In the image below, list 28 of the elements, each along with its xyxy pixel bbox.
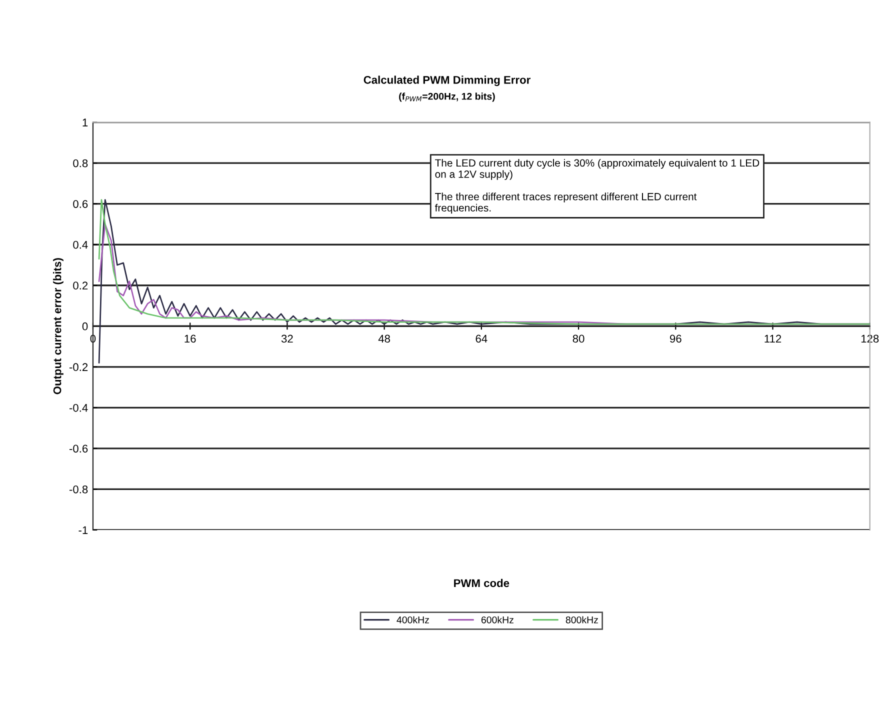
x-tick-label: 128 — [861, 334, 879, 343]
x-axis-title: PWM code — [454, 578, 510, 588]
x-tick-label: 48 — [378, 334, 390, 343]
y-tick-label: 0.2 — [73, 282, 88, 290]
y-tick-label: 1 — [82, 118, 88, 126]
y-tick-label: 0.4 — [73, 240, 88, 249]
y-tick-label: -0.4 — [69, 404, 88, 412]
legend-label: 600kHz — [481, 616, 514, 624]
y-tick-label: 0 — [82, 322, 88, 330]
legend-label: 400kHz — [396, 616, 429, 624]
y-tick-label: -0.6 — [69, 444, 88, 453]
x-tick-label: 112 — [764, 334, 782, 343]
chart-subtitle: (f$_{PWM}$=200Hz, 12 bits) — [399, 92, 495, 102]
legend-label: 800kHz — [566, 616, 598, 624]
chart-title: Calculated PWM Dimming Error — [364, 76, 530, 86]
x-tick-label: 32 — [281, 334, 293, 343]
x-tick-label: 80 — [572, 334, 584, 343]
y-tick-label: -0.2 — [69, 363, 88, 372]
annotation: The LED current duty cycle is 30% (approximately equivalent to 1 LED on a 12V supply) — [435, 158, 760, 180]
x-tick-label: 64 — [476, 334, 488, 343]
x-tick-label: 16 — [184, 334, 196, 343]
annotation: The three different traces represent different LED current frequencies. — [434, 192, 697, 214]
y-tick-label: -0.8 — [69, 485, 88, 494]
x-tick-label: 96 — [670, 334, 682, 343]
y-axis-title: Output current error (bits) — [53, 258, 64, 394]
y-tick-label: -1 — [78, 526, 88, 534]
y-tick-label: 0.6 — [73, 200, 88, 208]
y-tick-label: 0.8 — [73, 159, 88, 168]
